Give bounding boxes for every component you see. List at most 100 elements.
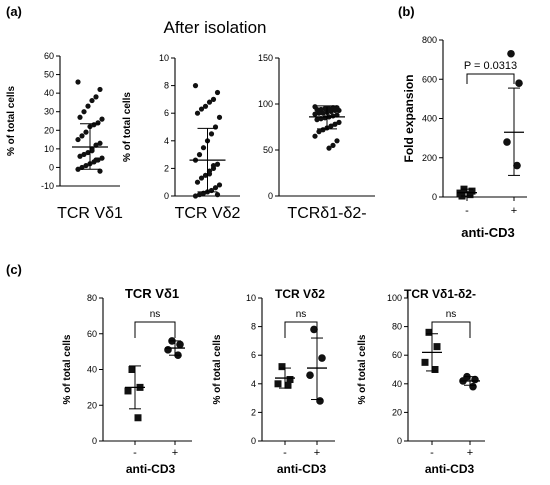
data-point [196,152,203,158]
chart-b: 0 200 400 600 800 Fold expansion anti-CD3 - + P =… [402,35,527,240]
y-tick-label: 2 [164,163,169,173]
data-point [468,187,476,195]
data-point [316,129,322,135]
y-tick-label: 10 [44,144,54,154]
significance-bracket [134,321,176,338]
data-point [202,172,209,178]
y-tick-label: 6 [251,350,256,360]
y-tick-label: 40 [87,365,97,375]
y-tick-label: 0 [49,162,54,172]
y-tick-label: 20 [87,400,97,410]
x-axis-label: TCRδ1-δ2- [287,205,366,222]
y-tick-label: 4 [251,379,256,389]
x-axis-label: TCR Vδ2 [175,205,241,222]
data-point [79,164,85,171]
data-point [503,138,511,146]
y-tick-label: 0 [432,192,437,202]
data-point [334,138,340,144]
data-point [200,145,207,151]
data-point [97,86,103,93]
y-axis-label: % of total cells [357,334,368,404]
y-tick-label: 0 [251,436,256,446]
data-point [513,161,521,170]
data-point [97,168,103,174]
data-point [466,191,474,199]
data-point [75,79,81,85]
y-tick-label: 50 [263,145,273,155]
y-axis-label: % of total cells [62,334,73,404]
data-point [208,131,215,137]
data-point [312,133,318,139]
data-point [198,106,205,112]
significance-label: ns [150,309,161,320]
panel-label-a: (a) [6,4,22,19]
data-point [81,109,87,115]
y-tick-label: 50 [44,70,54,80]
data-point [192,83,199,89]
chart-title: TCR Vδ2 [275,287,325,301]
data-point [85,149,91,156]
significance-bracket [431,321,471,338]
data-point [210,163,217,169]
data-point [328,123,334,129]
x-tick-label: + [511,205,517,217]
data-point [328,108,334,114]
data-point [214,161,221,167]
data-point [320,110,326,116]
data-point [192,193,199,199]
y-tick-label: 100 [258,99,273,109]
data-point [83,129,89,135]
y-tick-label: 60 [392,350,402,360]
chart-c2: 0 2 4 6 8 10 % of total cells anti-CD3 TCR Vδ2 - +… [212,287,335,476]
x-tick-label: - [430,447,434,459]
y-tick-label: 60 [44,51,54,61]
chart-a3: 0 50 100 150 TCRδ1-δ2- [258,53,375,222]
y-tick-label: 200 [422,153,437,163]
data-point [214,192,221,198]
y-axis-label: % of total cells [122,92,133,162]
data-point [194,110,201,116]
data-point [79,133,85,139]
data-point [214,89,221,96]
data-point [425,328,433,336]
data-point [216,182,223,188]
y-tick-label: 600 [422,74,437,84]
data-point [206,99,213,105]
y-tick-label: 40 [44,88,54,98]
data-point [196,192,203,198]
data-point [202,103,209,109]
chart-a1: -10 0 10 20 30 40 50 60 % of total cells TCR Vδ1 [6,51,123,222]
data-point [194,179,201,185]
data-point [318,354,326,362]
y-tick-label: 30 [44,107,54,117]
y-tick-label: 10 [159,53,169,63]
x-axis-label: TCR Vδ1 [57,205,123,222]
data-point [93,94,99,100]
y-axis-label: % of total cells [212,334,223,404]
data-point [332,121,338,127]
data-point [83,162,89,169]
data-point [99,155,105,161]
y-tick-label: 0 [164,191,169,201]
significance-bracket [466,73,515,84]
x-tick-label: - [465,205,469,217]
y-tick-label: 100 [387,293,402,303]
y-tick-label: 20 [44,125,54,135]
data-point [515,79,523,87]
data-point [210,96,217,102]
significance-label: P = 0.0313 [464,60,517,72]
data-point [77,153,83,159]
significance-bracket [284,321,318,338]
data-point [336,119,342,125]
data-point [212,185,219,191]
data-point [176,340,184,349]
chart-title: TCR Vδ1-δ2- [404,287,476,301]
x-tick-label: - [133,447,137,459]
panel-label-c: (c) [6,262,22,277]
data-point [89,148,95,154]
data-point [216,114,223,120]
data-point [336,107,342,114]
y-tick-label: 60 [87,329,97,339]
data-point [274,380,282,388]
data-point [306,371,314,380]
